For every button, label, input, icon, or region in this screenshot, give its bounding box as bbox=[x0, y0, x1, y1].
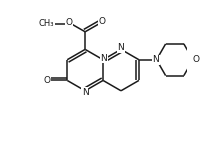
Text: O: O bbox=[43, 76, 50, 85]
Text: N: N bbox=[100, 54, 107, 63]
Text: O: O bbox=[192, 55, 199, 64]
Text: O: O bbox=[66, 18, 73, 27]
Text: N: N bbox=[82, 88, 89, 97]
Text: CH₃: CH₃ bbox=[39, 19, 54, 28]
Text: N: N bbox=[118, 43, 124, 52]
Text: O: O bbox=[98, 17, 105, 26]
Text: N: N bbox=[152, 55, 159, 64]
